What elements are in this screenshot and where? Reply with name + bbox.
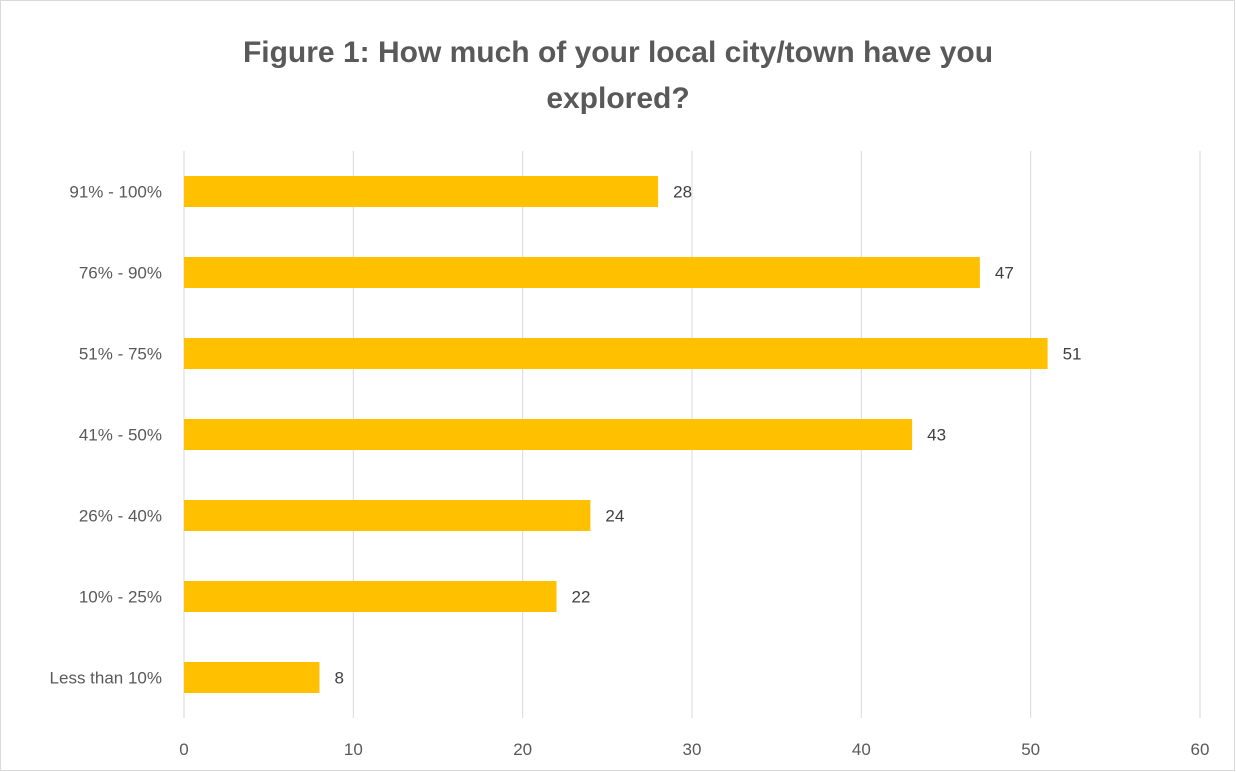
category-label-26-40: 26% - 40%: [79, 507, 162, 526]
category-labels: Less than 10% 10% - 25% 26% - 40% 41% - 50%…: [50, 183, 162, 688]
bar-less-than-10: [184, 662, 320, 693]
category-label-51-75: 51% - 75%: [79, 345, 162, 364]
x-tick-label-50: 50: [1021, 740, 1040, 759]
category-label-41-50: 41% - 50%: [79, 426, 162, 445]
bar-76-90: [184, 257, 980, 288]
bar-10-25: [184, 581, 557, 612]
bar-41-50: [184, 419, 913, 450]
data-label-91-100: 28: [673, 183, 692, 202]
category-label-76-90: 76% - 90%: [79, 264, 162, 283]
x-tick-label-30: 30: [683, 740, 702, 759]
x-axis-tick-labels: 0 10 20 30 40 50 60: [179, 740, 1209, 759]
data-labels: 8 22 24 43 51 47 28: [334, 183, 1081, 688]
data-label-51-75: 51: [1063, 345, 1082, 364]
bar-91-100: [184, 176, 659, 207]
data-label-26-40: 24: [605, 507, 624, 526]
data-label-76-90: 47: [995, 264, 1014, 283]
data-label-41-50: 43: [927, 426, 946, 445]
x-tick-label-40: 40: [852, 740, 871, 759]
data-label-10-25: 22: [572, 588, 591, 607]
bar-51-75: [184, 338, 1048, 369]
category-label-less-than-10: Less than 10%: [50, 669, 162, 688]
category-label-91-100: 91% - 100%: [69, 183, 162, 202]
x-tick-label-60: 60: [1191, 740, 1210, 759]
category-label-10-25: 10% - 25%: [79, 588, 162, 607]
chart-title-line-2: explored?: [546, 82, 690, 115]
x-tick-label-20: 20: [513, 740, 532, 759]
bar-26-40: [184, 500, 591, 531]
chart-title-line-1: Figure 1: How much of your local city/to…: [242, 36, 994, 69]
chart-title: Figure 1: How much of your local city/to…: [0, 30, 1236, 122]
x-tick-label-0: 0: [179, 740, 188, 759]
data-label-less-than-10: 8: [334, 669, 343, 688]
bars: [184, 176, 1048, 693]
x-tick-label-10: 10: [344, 740, 363, 759]
